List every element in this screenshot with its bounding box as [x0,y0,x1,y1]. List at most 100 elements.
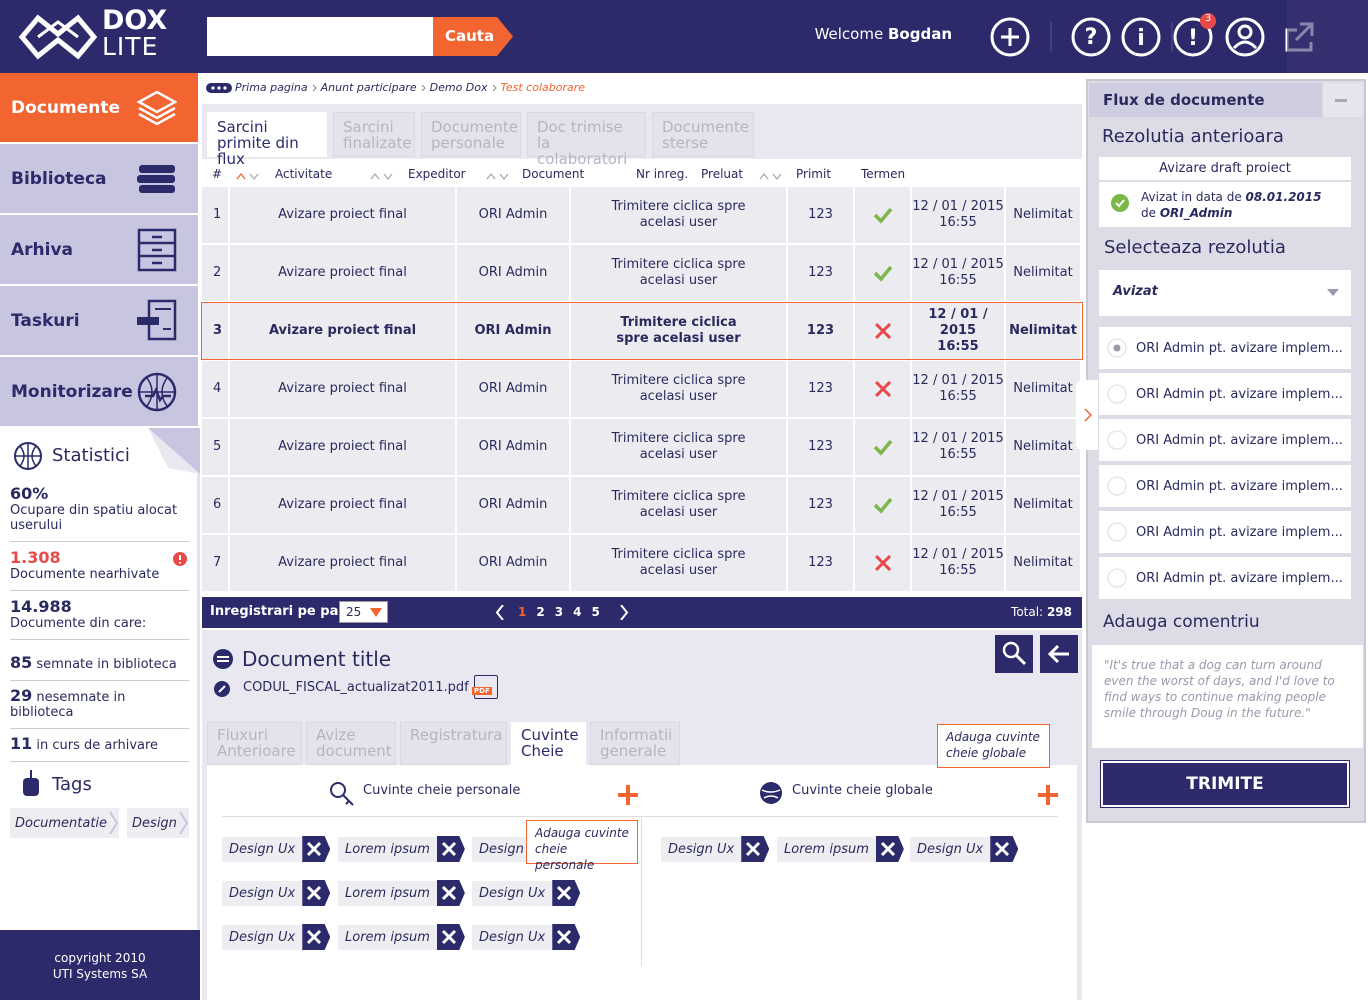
keyword-label: Lorem ipsum [338,880,437,906]
resolution-option[interactable]: ORI Admin pt. avizare implem... [1099,511,1351,553]
tab[interactable]: Sarcini finalizate [333,112,415,157]
remove-keyword[interactable] [436,880,465,906]
resolution-select[interactable]: Avizat [1099,270,1351,316]
tab[interactable]: Documente personale [421,112,521,157]
page-number[interactable]: 5 [591,605,600,619]
remove-keyword[interactable] [302,924,331,950]
tab[interactable]: Doc trimise la colaboratori [527,112,646,167]
select-value: Avizat [1113,284,1158,299]
keyword: Design Ux [910,836,1019,862]
breadcrumb-item[interactable]: Prima pagina [235,81,308,94]
panel-toggle[interactable] [1076,380,1098,450]
resolution-option[interactable]: ORI Admin pt. avizare implem... [1099,557,1351,599]
table-cell: Nelimitat [1006,303,1082,359]
icon [1107,522,1127,542]
global-tooltip: Adauga cuvinte cheie globale [937,724,1050,768]
resolution-option[interactable]: ORI Admin pt. avizare implem... [1099,327,1351,369]
table-cell: ORI Admin [457,245,571,301]
remove-keyword[interactable] [302,880,331,906]
table-row[interactable]: 4 Avizare proiect final ORI Admin Trimitere… [202,361,1082,417]
column-header: Primit [796,167,832,181]
table-row[interactable]: 3 Avizare proiect final ORI Admin Trimitere… [201,302,1083,360]
submit-button[interactable]: TRIMITE [1100,760,1350,808]
tab[interactable]: Sarcini primite din flux [207,112,327,167]
remove-keyword[interactable] [875,836,904,862]
previous-card: Avizare draft proiect Avizat in data de … [1099,157,1351,227]
card-status: Avizat in data de [1141,190,1242,204]
document-tab[interactable]: Avize document [306,722,396,765]
icon [1107,430,1127,450]
remove-keyword[interactable] [741,836,770,862]
cell-text: Nelimitat [1013,497,1073,512]
remove-keyword[interactable] [990,836,1019,862]
document-tab[interactable]: Fluxuri Anterioare [207,722,302,765]
icon [173,552,187,566]
nav-item[interactable]: Arhiva [0,215,198,285]
add-global[interactable] [1037,784,1059,806]
add-personal[interactable] [617,784,639,806]
svg-text:i: i [1137,26,1145,51]
doc-actions[interactable] [995,635,1080,675]
search-input[interactable] [207,17,434,56]
icon [307,929,322,945]
table-cell: Avizare proiect final [230,535,457,591]
table-row[interactable]: 6 Avizare proiect final ORI Admin Trimitere… [202,477,1082,533]
icon [873,497,892,514]
remove-keyword[interactable] [436,836,465,862]
table-row[interactable]: 5 Avizare proiect final ORI Admin Trimitere… [202,419,1082,475]
stat: 29 nesemnate in biblioteca [10,681,189,729]
resolution-option[interactable]: ORI Admin pt. avizare implem... [1099,465,1351,507]
document-tab[interactable]: Informatii generale [590,722,680,765]
per-page-value: 25 [346,605,362,619]
table-row[interactable]: 2 Avizare proiect final ORI Admin Trimitere… [202,245,1082,301]
remove-keyword[interactable] [302,836,331,862]
stat-label: nesemnate in biblioteca [10,690,126,720]
document-tab[interactable]: Registratura [400,722,507,765]
table-cell [855,361,912,417]
remove-keyword[interactable] [436,924,465,950]
table-cell: Avizare proiect final [230,361,457,417]
cell-text: ORI Admin [478,265,548,280]
search-button[interactable]: Cauta [433,17,513,56]
nav-item[interactable]: Monitorizare [0,357,198,427]
keyword: Lorem ipsum [777,836,904,862]
globe-icon [760,782,782,804]
pdf-icon: PDF [472,675,498,699]
cell-text: 4 [213,381,222,396]
page-number[interactable]: 4 [573,605,582,619]
remove-keyword[interactable] [552,924,581,950]
nav-item[interactable]: Documente [0,73,198,143]
resolution-option[interactable]: ORI Admin pt. avizare implem... [1099,373,1351,415]
table-cell: Trimitere ciclica spre acelasi user [571,419,788,475]
cell-text: 3 [213,323,223,338]
file-name[interactable]: CODUL_FISCAL_actualizat2011.pdf [243,680,469,695]
page-number[interactable]: 2 [536,605,545,619]
table-row[interactable]: 7 Avizare proiect final ORI Admin Trimitere… [202,535,1082,591]
page-number[interactable]: 3 [554,605,564,619]
keyword: Design Ux [661,836,770,862]
breadcrumb-item[interactable]: Test colaborare [500,81,586,94]
document-tab[interactable]: Cuvinte Cheie [511,722,586,765]
keyword: Design Ux [472,880,581,906]
per-page-select[interactable]: 25 [339,601,388,623]
collapse-button[interactable] [1323,83,1363,117]
table-cell: 12 / 01 / 2015 16:55 [912,245,1006,301]
comment-box[interactable]: "It's true that a dog can turn around ev… [1092,645,1363,748]
cell-text: ORI Admin [474,323,552,338]
table-cell: Nelimitat [1006,361,1082,417]
option-label: ORI Admin pt. avizare implem... [1136,340,1343,356]
breadcrumb-item[interactable]: Anunt participare [320,81,417,94]
table-row[interactable]: 1 Avizare proiect final ORI Admin Trimitere… [202,187,1082,243]
remove-keyword[interactable] [552,880,581,906]
breadcrumb-item[interactable]: Demo Dox [429,81,488,94]
table-cell: Avizare proiect final [230,187,457,243]
file-icon [214,681,230,697]
tab[interactable]: Documente sterse [652,112,754,157]
resolution-option[interactable]: ORI Admin pt. avizare implem... [1099,419,1351,461]
icon [109,811,119,835]
nav-item[interactable]: Taskuri [0,286,198,356]
nav-item[interactable]: Biblioteca [0,144,198,214]
page-number[interactable]: 1 [518,605,527,619]
